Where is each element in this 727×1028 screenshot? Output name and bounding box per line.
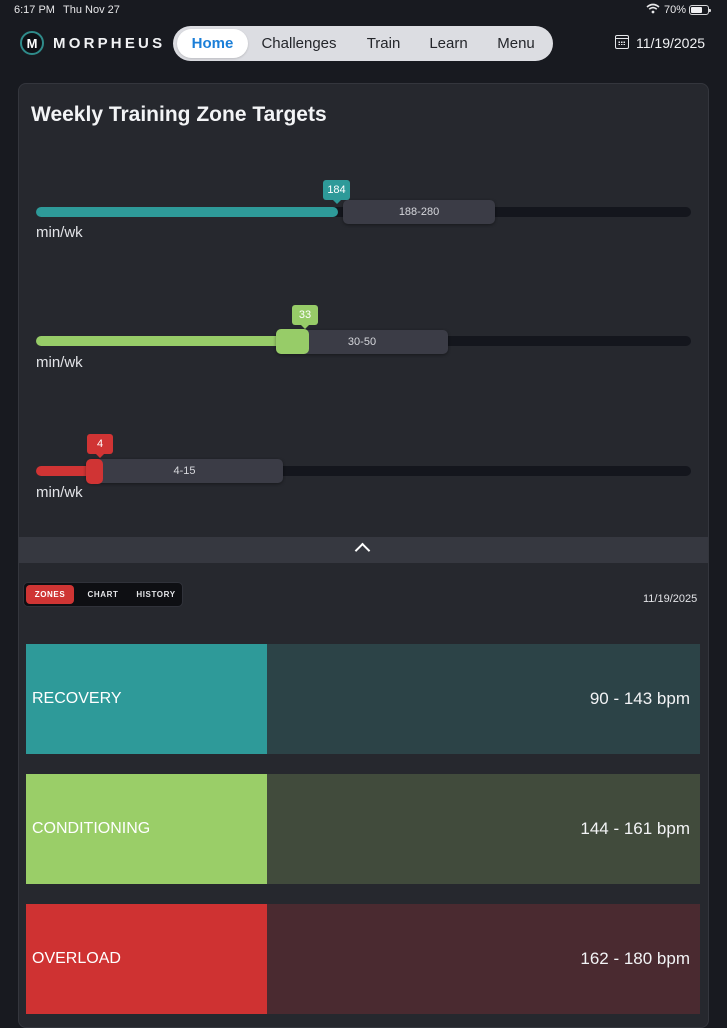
slider-fill-recovery <box>36 207 338 217</box>
zone-range: 90 - 143 bpm <box>589 689 690 708</box>
battery-percent: 70% <box>664 4 687 16</box>
nav-tab-train[interactable]: Train <box>366 35 401 52</box>
slider-unit-recovery: min/wk <box>36 224 83 241</box>
nav-tab-challenges[interactable]: Challenges <box>261 35 337 52</box>
slider-unit-conditioning: min/wk <box>36 354 83 371</box>
zone-overload-label: OVERLOAD <box>26 904 267 1014</box>
zone-recovery-label: RECOVERY <box>26 644 267 754</box>
battery-icon <box>689 5 711 15</box>
slider-range-overload: 4-15 <box>86 459 283 483</box>
slider-fill-overload <box>36 466 98 476</box>
zone-conditioning-value: 144 - 161 bpm <box>267 774 700 884</box>
logo-icon[interactable]: M <box>20 31 44 55</box>
main-nav: Home Challenges Train Learn Menu <box>173 26 553 61</box>
zone-recovery-value: 90 - 143 bpm <box>267 644 700 754</box>
nav-tab-home[interactable]: Home <box>177 29 248 58</box>
segment-history[interactable]: HISTORY <box>136 590 176 599</box>
zone-range: 162 - 180 bpm <box>580 949 690 968</box>
zone-range: 144 - 161 bpm <box>580 819 690 838</box>
slider-range-recovery: 188-280 <box>343 200 495 224</box>
slider-thumb-conditioning[interactable] <box>276 329 309 354</box>
zone-name: RECOVERY <box>32 690 122 707</box>
header-date[interactable]: 11/19/2025 <box>636 35 706 51</box>
brand-name: MORPHEUS <box>53 35 166 52</box>
slider-value-conditioning: 33 <box>292 305 318 329</box>
nav-tab-menu[interactable]: Menu <box>497 35 535 52</box>
card-title: Weekly Training Zone Targets <box>31 103 327 126</box>
slider-fill-conditioning <box>36 336 294 346</box>
status-date: Thu Nov 27 <box>63 4 120 16</box>
collapse-bar[interactable] <box>19 537 708 563</box>
view-segmented-control: ZONES CHART HISTORY <box>23 582 183 607</box>
slider-track-overload[interactable] <box>36 466 691 476</box>
nav-tab-learn[interactable]: Learn <box>429 35 468 52</box>
wifi-icon <box>646 3 660 17</box>
segment-chart[interactable]: CHART <box>87 590 119 599</box>
status-bar: 6:17 PM Thu Nov 27 70% <box>0 0 727 22</box>
calendar-icon[interactable] <box>615 35 629 49</box>
slider-unit-overload: min/wk <box>36 484 83 501</box>
segment-zones[interactable]: ZONES <box>26 585 74 604</box>
zone-name: OVERLOAD <box>32 950 121 967</box>
zone-conditioning-label: CONDITIONING <box>26 774 267 884</box>
zone-name: CONDITIONING <box>32 820 151 837</box>
slider-value-recovery: 184 <box>323 180 350 204</box>
zones-date: 11/19/2025 <box>643 593 698 605</box>
status-time: 6:17 PM <box>14 4 55 16</box>
slider-value-overload: 4 <box>87 434 113 458</box>
zone-overload-value: 162 - 180 bpm <box>267 904 700 1014</box>
slider-thumb-overload[interactable] <box>86 459 103 484</box>
